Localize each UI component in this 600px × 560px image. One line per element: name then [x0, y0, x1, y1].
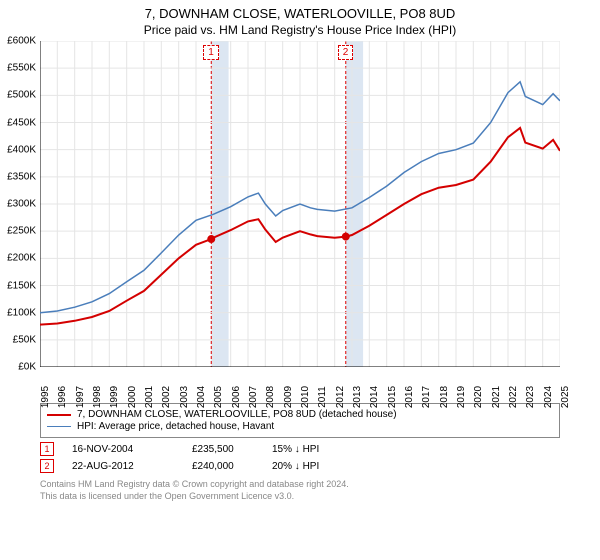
x-axis-label: 1995	[40, 386, 51, 408]
y-axis-label: £250K	[7, 226, 36, 237]
x-axis-label: 2005	[213, 386, 224, 408]
y-axis-label: £500K	[7, 90, 36, 101]
x-axis-label: 2003	[179, 386, 190, 408]
y-axis-label: £400K	[7, 144, 36, 155]
x-axis-label: 2016	[404, 386, 415, 408]
x-axis-label: 2007	[248, 386, 259, 408]
sale-row: 2 22-AUG-2012 £240,000 20% ↓ HPI	[40, 459, 560, 473]
legend-item-hpi: HPI: Average price, detached house, Hava…	[47, 421, 553, 432]
y-axis-label: £150K	[7, 280, 36, 291]
x-axis-label: 2017	[421, 386, 432, 408]
x-axis-label: 2013	[352, 386, 363, 408]
sale-marker-num: 2	[40, 459, 54, 473]
x-axis-label: 2012	[335, 386, 346, 408]
x-axis-label: 2024	[543, 386, 554, 408]
x-axis-label: 1999	[109, 386, 120, 408]
x-axis-label: 2008	[265, 386, 276, 408]
chart-marker-label: 1	[203, 45, 219, 60]
sale-diff: 20% ↓ HPI	[272, 461, 392, 472]
x-axis-label: 2009	[283, 386, 294, 408]
y-axis-label: £0K	[18, 362, 36, 373]
y-axis-label: £50K	[13, 334, 36, 345]
x-axis-label: 2011	[317, 386, 328, 408]
sale-price: £240,000	[192, 461, 272, 472]
footer-attribution: Contains HM Land Registry data © Crown c…	[40, 479, 560, 502]
x-axis-label: 2001	[144, 386, 155, 408]
y-axis-label: £200K	[7, 253, 36, 264]
x-axis-label: 2025	[560, 386, 571, 408]
x-axis-label: 2015	[387, 386, 398, 408]
x-axis-label: 2022	[508, 386, 519, 408]
x-axis-label: 1996	[57, 386, 68, 408]
chart-area: £0K£50K£100K£150K£200K£250K£300K£350K£40…	[40, 41, 600, 397]
legend-item-property: 7, DOWNHAM CLOSE, WATERLOOVILLE, PO8 8UD…	[47, 409, 553, 420]
footer-line: This data is licensed under the Open Gov…	[40, 491, 560, 503]
sale-date: 16-NOV-2004	[72, 444, 192, 455]
x-axis-label: 2018	[439, 386, 450, 408]
x-axis-label: 1997	[75, 386, 86, 408]
chart-marker-label: 2	[338, 45, 354, 60]
chart-subtitle: Price paid vs. HM Land Registry's House …	[0, 21, 600, 41]
x-axis-label: 2010	[300, 386, 311, 408]
y-axis-label: £300K	[7, 199, 36, 210]
sale-date: 22-AUG-2012	[72, 461, 192, 472]
y-axis-label: £450K	[7, 117, 36, 128]
x-axis-label: 2014	[369, 386, 380, 408]
y-axis-label: £100K	[7, 307, 36, 318]
x-axis-label: 2019	[456, 386, 467, 408]
sale-row: 1 16-NOV-2004 £235,500 15% ↓ HPI	[40, 442, 560, 456]
legend-swatch-property	[47, 414, 71, 416]
x-axis-label: 2021	[491, 386, 502, 408]
legend-box: 7, DOWNHAM CLOSE, WATERLOOVILLE, PO8 8UD…	[40, 403, 560, 438]
chart-title: 7, DOWNHAM CLOSE, WATERLOOVILLE, PO8 8UD	[0, 0, 600, 21]
x-axis-label: 2002	[161, 386, 172, 408]
sales-table: 1 16-NOV-2004 £235,500 15% ↓ HPI 2 22-AU…	[40, 442, 560, 473]
y-axis-label: £550K	[7, 63, 36, 74]
sale-price: £235,500	[192, 444, 272, 455]
line-chart-svg	[40, 41, 560, 367]
legend-swatch-hpi	[47, 426, 71, 427]
x-axis-label: 1998	[92, 386, 103, 408]
legend-label-hpi: HPI: Average price, detached house, Hava…	[77, 421, 274, 432]
x-axis-label: 2006	[231, 386, 242, 408]
footer-line: Contains HM Land Registry data © Crown c…	[40, 479, 560, 491]
legend-label-property: 7, DOWNHAM CLOSE, WATERLOOVILLE, PO8 8UD…	[77, 409, 397, 420]
sale-marker-num: 1	[40, 442, 54, 456]
y-axis-label: £350K	[7, 171, 36, 182]
x-axis-label: 2020	[473, 386, 484, 408]
sale-diff: 15% ↓ HPI	[272, 444, 392, 455]
x-axis-label: 2023	[525, 386, 536, 408]
y-axis-label: £600K	[7, 36, 36, 47]
x-axis-label: 2000	[127, 386, 138, 408]
x-axis-label: 2004	[196, 386, 207, 408]
